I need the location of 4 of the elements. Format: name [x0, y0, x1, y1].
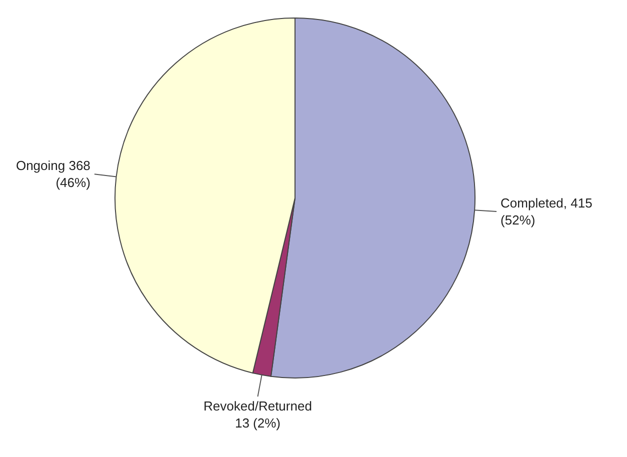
data-label: 13 (2%)	[234, 416, 281, 431]
slice-label: Ongoing 368 (46%)	[16, 158, 90, 190]
slice-label: Revoked/Returned	[204, 398, 312, 414]
slice-label: Completed, 415 (52%)	[500, 196, 592, 228]
